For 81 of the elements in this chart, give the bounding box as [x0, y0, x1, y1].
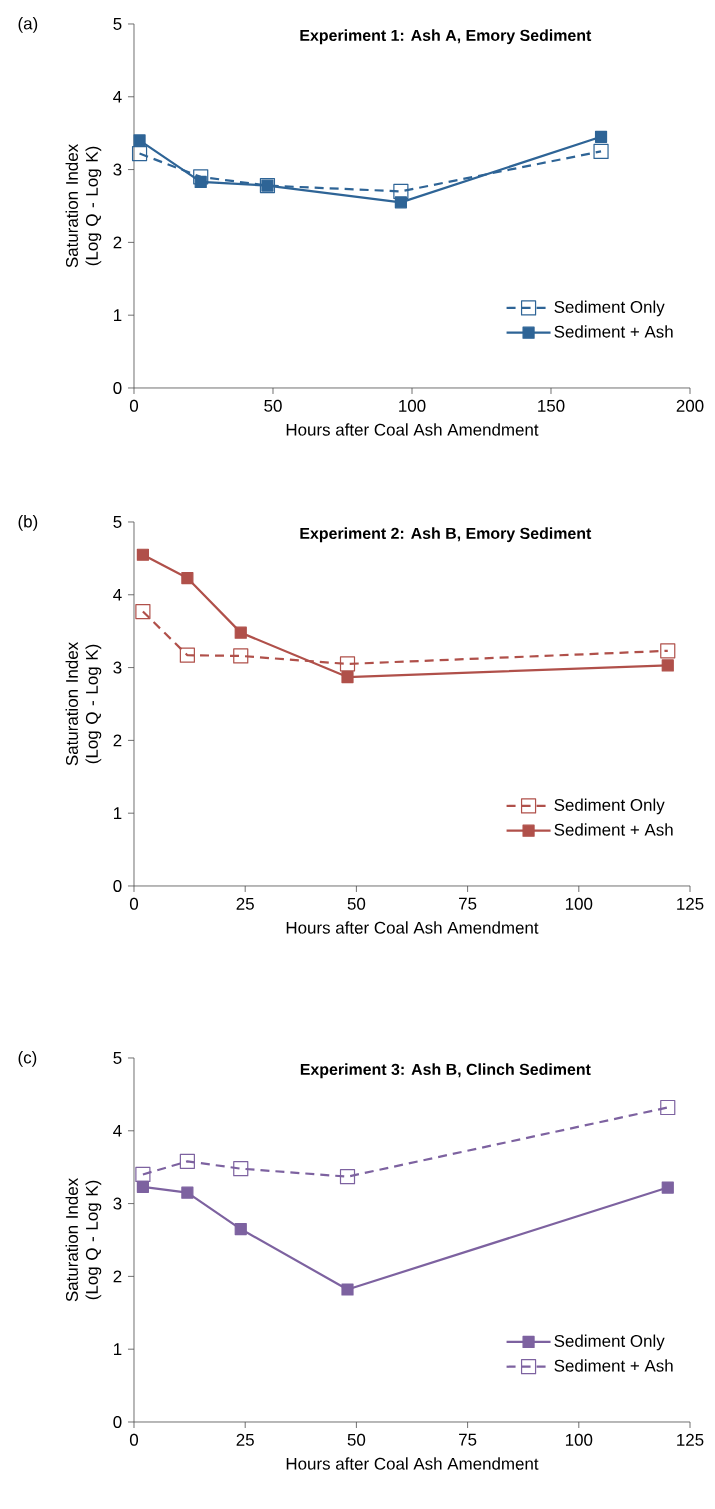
x-tick-label: 150	[538, 399, 565, 412]
x-tick-label: 50	[347, 1433, 366, 1446]
x-axis-title: Hours after Coal Ash Amendment	[286, 921, 539, 934]
chart-title: Experiment 3: Ash B, Clinch Sediment	[300, 1063, 591, 1079]
point	[339, 656, 356, 672]
x-tick-label: 0	[129, 399, 139, 412]
point	[233, 648, 249, 664]
y-tick-label: 3	[113, 163, 122, 176]
point	[341, 1283, 354, 1296]
y-tick-label: 0	[113, 1415, 122, 1428]
legend-label: Sediment Only	[554, 1334, 665, 1351]
y-tick-label: 1	[114, 309, 122, 321]
y-tick-label: 5	[113, 516, 122, 528]
point	[394, 196, 407, 209]
point	[660, 1099, 676, 1116]
point	[234, 1222, 247, 1236]
point	[341, 670, 354, 684]
y-tick-label: 0	[113, 879, 122, 892]
point	[593, 143, 609, 159]
y-tick-label: 2	[113, 1270, 122, 1283]
point	[135, 1166, 151, 1183]
x-tick-label: 25	[236, 897, 254, 910]
legend-label: Sediment + Ash	[554, 325, 673, 338]
y-tick-label: 3	[113, 661, 122, 674]
point	[136, 1180, 149, 1193]
y-axis-title: Saturation Index (Log Q - Log K)	[65, 642, 102, 766]
x-tick-label: 25	[236, 1433, 254, 1446]
legend-label: Sediment + Ash	[554, 1359, 673, 1372]
point	[179, 1153, 195, 1169]
y-tick-label: 2	[113, 236, 122, 249]
point	[135, 603, 151, 620]
x-axis-title: Hours after Coal Ash Amendment	[286, 423, 539, 436]
y-tick-label: 3	[113, 1197, 122, 1210]
x-tick-label: 0	[129, 1433, 139, 1446]
point	[234, 626, 247, 639]
legend-label: Sediment + Ash	[554, 823, 673, 836]
x-tick-label: 50	[347, 897, 366, 910]
point	[181, 1186, 194, 1199]
x-tick-label: 100	[399, 399, 426, 412]
chart-title: Experiment 1: Ash A, Emory Sediment	[300, 29, 592, 45]
y-tick-label: 4	[113, 588, 122, 601]
x-tick-label: 100	[565, 897, 593, 910]
point	[181, 571, 194, 585]
x-tick-label: 125	[677, 897, 704, 910]
y-tick-label: 4	[113, 1124, 122, 1137]
legend-label: Sediment Only	[554, 798, 665, 815]
x-axis-title: Hours after Coal Ash Amendment	[286, 1457, 539, 1470]
x-tick-label: 125	[677, 1433, 704, 1446]
x-tick-label: 100	[565, 1433, 593, 1446]
point	[133, 134, 146, 147]
y-axis-title: Saturation Index (Log Q - Log K)	[65, 1178, 102, 1302]
chart-title: Experiment 2: Ash B, Emory Sediment	[300, 527, 592, 543]
y-tick-label: 5	[113, 18, 122, 30]
point	[339, 1169, 356, 1185]
y-tick-label: 1	[114, 807, 122, 820]
point	[594, 130, 608, 143]
y-tick-label: 4	[113, 90, 122, 103]
x-tick-label: 0	[129, 897, 139, 910]
x-tick-label: 75	[459, 1433, 477, 1446]
text: (b)	[18, 515, 38, 531]
point	[136, 548, 149, 561]
x-tick-label: 75	[459, 897, 477, 910]
point	[179, 647, 195, 663]
y-tick-label: 2	[113, 734, 122, 747]
y-tick-label: 1	[114, 1343, 122, 1356]
point	[661, 1181, 674, 1194]
x-tick-label: 200	[676, 399, 704, 412]
legend-label: Sediment Only	[554, 300, 665, 317]
text: (a)	[18, 17, 38, 33]
y-tick-label: 0	[113, 381, 122, 394]
point	[194, 175, 207, 189]
y-axis-title: Saturation Index (Log Q - Log K)	[65, 144, 102, 268]
point	[661, 659, 674, 672]
point	[233, 1161, 249, 1177]
y-tick-label: 5	[113, 1052, 122, 1064]
text: (c)	[18, 1051, 37, 1067]
point	[193, 169, 209, 185]
point	[131, 145, 148, 162]
point	[393, 183, 409, 200]
x-tick-label: 50	[264, 399, 282, 412]
point	[660, 643, 676, 659]
